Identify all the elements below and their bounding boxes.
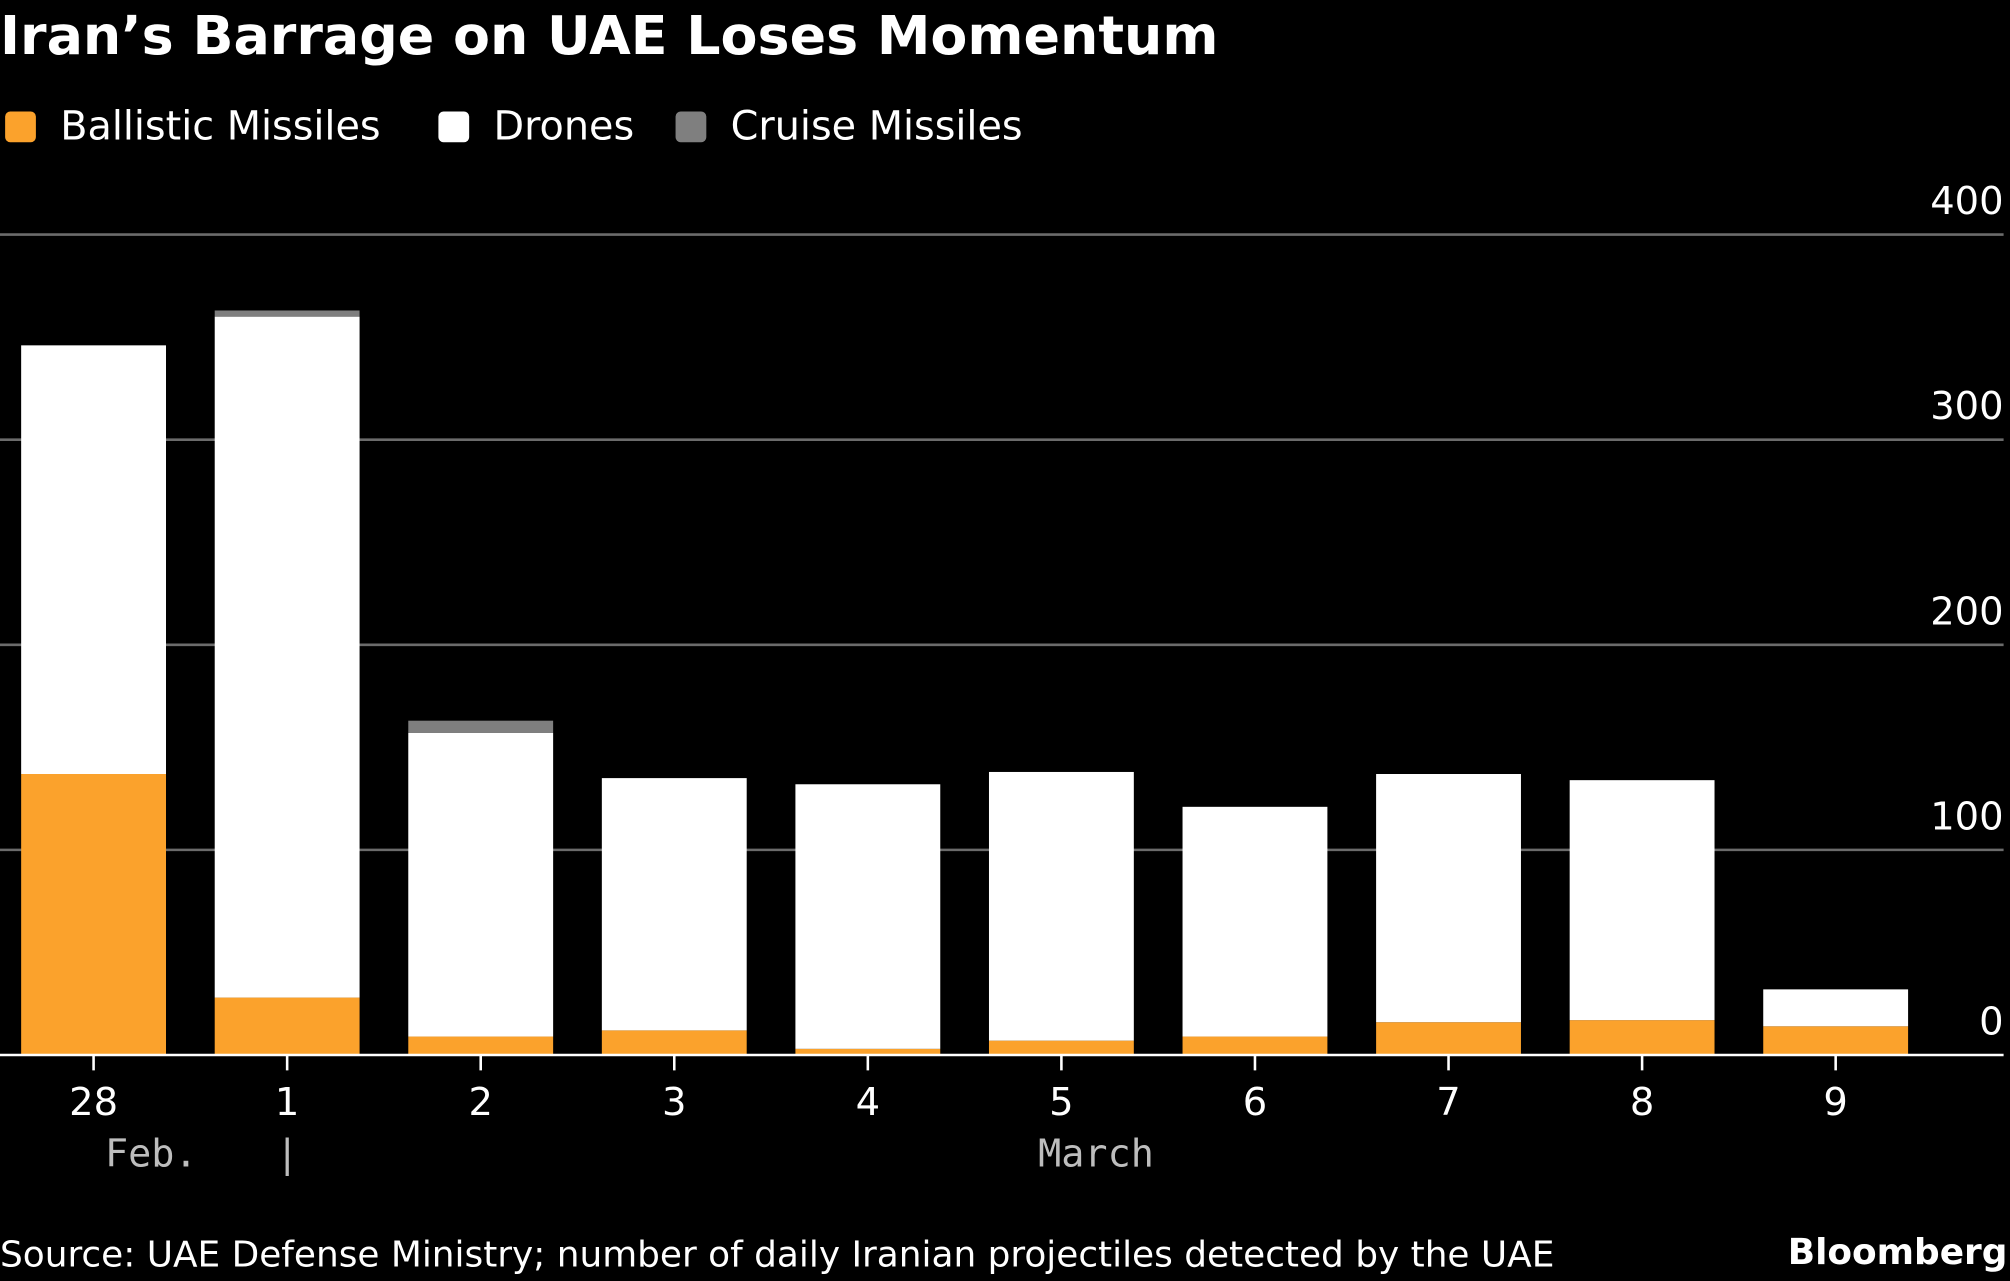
group-label-feb: Feb. xyxy=(105,1132,198,1177)
bar-drones xyxy=(214,316,360,998)
x-tick-label: 1 xyxy=(275,1080,299,1125)
legend-swatch xyxy=(675,111,707,143)
bar-ballistic-missiles xyxy=(214,997,360,1055)
legend-label: Ballistic Missiles xyxy=(60,104,380,150)
legend: Ballistic Missiles Drones Cruise Missiles xyxy=(5,104,1023,150)
bar-drones xyxy=(1569,780,1715,1021)
bar-drones xyxy=(1763,989,1909,1027)
y-tick-label: 400 xyxy=(1930,179,2003,224)
bars xyxy=(21,310,1909,1055)
bar-drones xyxy=(408,732,554,1037)
x-tick-label: 3 xyxy=(662,1080,686,1125)
bar-drones xyxy=(988,771,1134,1041)
x-tick-label: 6 xyxy=(1243,1080,1267,1125)
group-separator: | xyxy=(276,1132,299,1177)
y-tick-label: 200 xyxy=(1930,589,2003,634)
bar-ballistic-missiles xyxy=(1182,1036,1328,1055)
legend-label: Drones xyxy=(494,104,635,150)
chart-title: Iran’s Barrage on UAE Loses Momentum xyxy=(0,4,1218,67)
bar-drones xyxy=(1182,806,1328,1037)
y-tick-label: 300 xyxy=(1930,384,2003,429)
x-tick-label: 2 xyxy=(468,1080,492,1125)
x-tick-label: 9 xyxy=(1823,1080,1847,1125)
y-tick-label: 0 xyxy=(1979,999,2003,1044)
bar-ballistic-missiles xyxy=(988,1040,1134,1055)
source-note: Source: UAE Defense Ministry; number of … xyxy=(0,1235,1554,1276)
x-tick-label: 8 xyxy=(1630,1080,1654,1125)
x-axis: 28 1 2 3 4 5 6 7 8 9 Feb. | March xyxy=(0,1053,2004,1177)
group-label-march: March xyxy=(1038,1132,1154,1177)
x-tick-label: 5 xyxy=(1049,1080,1073,1125)
x-tick-label: 7 xyxy=(1436,1080,1460,1125)
bar-ballistic-missiles xyxy=(408,1036,554,1055)
bar-drones xyxy=(795,784,941,1049)
bar-cruise-missiles xyxy=(214,310,360,317)
y-tick-label: 100 xyxy=(1930,794,2003,839)
bar-drones xyxy=(601,778,747,1031)
bar-ballistic-missiles xyxy=(1376,1022,1521,1055)
bar-drones xyxy=(1376,774,1521,1023)
bar-ballistic-missiles xyxy=(601,1030,747,1055)
legend-swatch xyxy=(438,111,470,143)
bar-cruise-missiles xyxy=(408,720,554,733)
legend-label: Cruise Missiles xyxy=(731,104,1023,150)
bar-drones xyxy=(21,345,167,775)
x-tick-label: 28 xyxy=(69,1080,118,1125)
bar-ballistic-missiles xyxy=(795,1048,941,1055)
bar-ballistic-missiles xyxy=(1569,1020,1715,1055)
legend-swatch xyxy=(5,111,36,143)
x-tick-label: 4 xyxy=(856,1080,880,1125)
bar-ballistic-missiles xyxy=(21,774,167,1055)
bloomberg-logo: Bloomberg xyxy=(1788,1232,2008,1273)
bar-ballistic-missiles xyxy=(1763,1026,1909,1055)
